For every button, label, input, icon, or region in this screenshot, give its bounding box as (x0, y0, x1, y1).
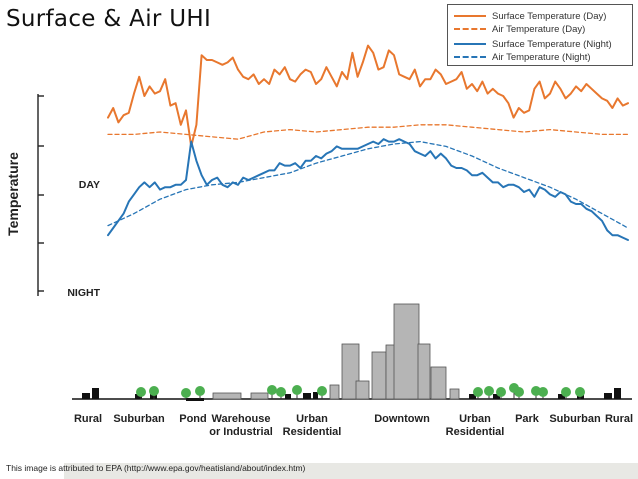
house-9 (604, 393, 612, 399)
y-marker-night: NIGHT (67, 287, 100, 299)
building-3 (371, 351, 387, 400)
category-label-5: Urban Residential (283, 413, 342, 438)
legend-swatch-air-night (454, 56, 486, 58)
house-11 (469, 394, 476, 399)
building-7 (430, 366, 447, 400)
house-6 (303, 393, 311, 399)
tree-15 (538, 387, 548, 397)
house-12 (493, 394, 500, 399)
legend-item-air-night: Air Temperature (Night) (454, 50, 591, 64)
tree-17 (575, 387, 585, 397)
category-label-1: Rural (74, 413, 102, 425)
category-label-8: Park (515, 413, 540, 425)
category-label-9: Suburban (549, 413, 601, 425)
legend-swatch-surface-day (454, 15, 486, 17)
building-9 (250, 392, 269, 400)
tree-5 (267, 385, 277, 395)
building-5 (393, 303, 420, 400)
tree-13 (514, 387, 524, 397)
tree-7 (292, 385, 302, 395)
tree-1 (136, 387, 146, 397)
tree-4 (195, 386, 205, 396)
tree-3 (181, 388, 191, 398)
category-label-3: Pond (179, 413, 207, 425)
category-label-7: Urban Residential (446, 413, 505, 438)
series-line-air-night (107, 140, 629, 229)
house-10 (614, 388, 621, 399)
tree-11 (496, 387, 506, 397)
house-2 (92, 388, 99, 399)
axis-layer: Temperature DAY NIGHT (5, 94, 101, 299)
legend-label-surface-night: Surface Temperature (Night) (492, 38, 612, 50)
building-11 (449, 388, 460, 400)
house-13 (558, 394, 565, 399)
tree-2 (149, 386, 159, 396)
house-3 (135, 394, 142, 399)
slide-title: Surface & Air UHI (6, 6, 212, 32)
y-marker-day: DAY (79, 179, 100, 191)
legend-label-surface-day: Surface Temperature (Day) (492, 10, 607, 22)
building-8 (212, 392, 242, 400)
house-1 (82, 393, 90, 399)
series-line-surface-day (107, 44, 629, 148)
label-layer: Rural Suburban Pond Warehouse or Industrial U… (74, 413, 633, 438)
series-line-air-day (107, 124, 629, 140)
building-10 (329, 384, 340, 400)
category-label-2: Suburban (113, 413, 165, 425)
chart-legend: Surface Temperature (Day) Air Temperatur… (447, 4, 633, 66)
tree-6 (276, 387, 286, 397)
legend-item-air-day: Air Temperature (Day) (454, 22, 585, 36)
category-label-10: Rural (605, 413, 633, 425)
legend-swatch-surface-night (454, 43, 486, 45)
tree-16 (561, 387, 571, 397)
y-axis-label: Temperature (5, 152, 21, 236)
series-layer (107, 44, 629, 241)
category-label-6: Downtown (374, 413, 430, 425)
building-1 (341, 343, 360, 400)
building-6 (417, 343, 431, 400)
attribution-caption: This image is attributed to EPA (http://… (0, 461, 638, 479)
caption-bar (64, 463, 638, 479)
building-2 (355, 380, 370, 400)
house-7 (313, 392, 318, 399)
house-5 (285, 394, 291, 399)
pond (186, 398, 204, 401)
legend-item-surface-night: Surface Temperature (Night) (454, 37, 612, 51)
legend-label-air-day: Air Temperature (Day) (492, 23, 586, 35)
tree-8 (317, 386, 327, 396)
legend-swatch-air-day (454, 28, 486, 30)
caption-text: This image is attributed to EPA (http://… (6, 463, 306, 473)
series-line-surface-night (107, 138, 629, 241)
legend-label-air-night: Air Temperature (Night) (492, 51, 591, 63)
scenery-layer (72, 303, 632, 401)
tree-10 (484, 386, 494, 396)
category-label-4: Warehouse or Industrial (209, 413, 273, 438)
tree-9 (473, 387, 483, 397)
legend-item-surface-day: Surface Temperature (Day) (454, 9, 606, 23)
